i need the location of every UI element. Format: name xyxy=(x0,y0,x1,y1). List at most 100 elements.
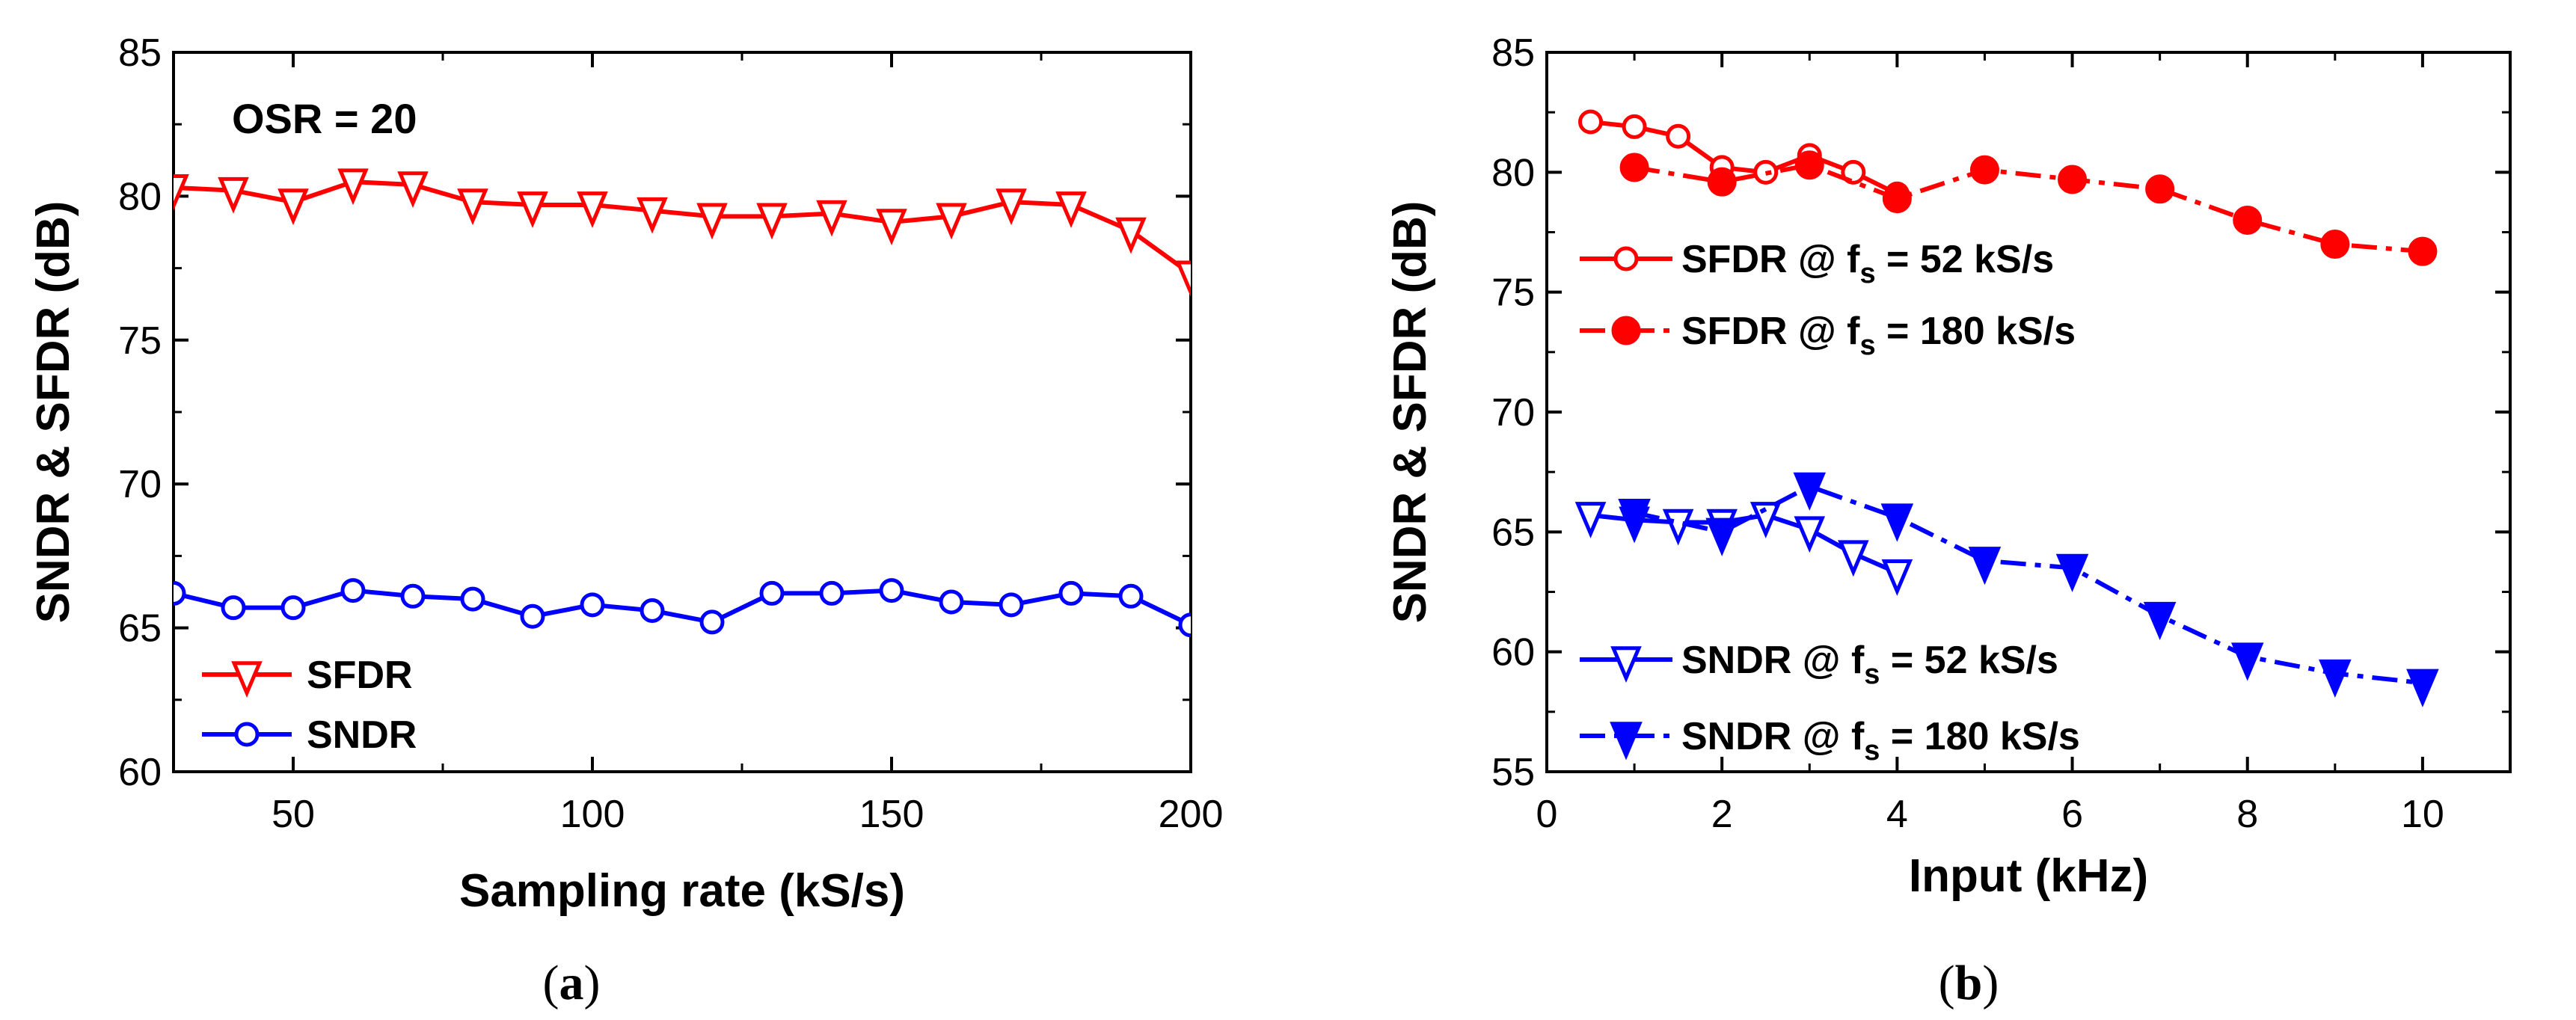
x-tick-label: 200 xyxy=(1159,793,1224,836)
x-tick-label: 100 xyxy=(560,793,625,836)
data-point-SNDR xyxy=(999,592,1024,618)
panel-b-caption-letter: b xyxy=(1955,956,1983,1010)
data-point-SNDR xyxy=(1058,580,1084,606)
data-point-SNDR xyxy=(580,592,605,618)
panel-a-ticks: 50 100 150 200 60 65 70 75 80 85 xyxy=(118,31,1223,836)
data-point-SFDR xyxy=(876,209,907,246)
y-tick-label: 75 xyxy=(118,319,162,363)
legend-label-subscript: s xyxy=(1864,735,1880,766)
data-point-SNDR xyxy=(699,609,725,635)
legend-label-prefix: SFDR @ f xyxy=(1681,310,1860,353)
data-point-SNDR @ fs = 52 kS/s xyxy=(1881,559,1913,596)
legend-label-suffix: = 52 kS/s xyxy=(1880,639,2058,682)
data-point-SFDR @ fs = 180 kS/s xyxy=(1707,167,1737,197)
x-tick-label: 8 xyxy=(2236,793,2258,836)
panel-a-y-axis-title: SNDR & SFDR (dB) xyxy=(28,201,79,624)
legend-label-subscript: s xyxy=(1864,659,1880,690)
data-point-SNDR xyxy=(460,586,485,612)
data-point-SFDR xyxy=(816,200,847,237)
data-point-SFDR @ fs = 180 kS/s xyxy=(2058,165,2088,194)
data-point-SNDR @ fs = 52 kS/s xyxy=(1838,540,1869,577)
y-tick-label: 65 xyxy=(1491,511,1535,554)
x-tick-label: 10 xyxy=(2401,793,2444,836)
panel-a-series xyxy=(174,168,1191,638)
y-tick-label: 80 xyxy=(118,175,162,218)
data-point-SFDR xyxy=(337,168,369,206)
legend-label-subscript: s xyxy=(1859,330,1875,361)
data-point-SNDR xyxy=(819,580,844,606)
data-point-SNDR @ fs = 52 kS/s xyxy=(1794,516,1826,553)
series-line-SNDR @ fs = 180 kS/s xyxy=(1634,484,2423,686)
y-tick-label: 80 xyxy=(1491,151,1535,194)
data-point-SNDR @ fs = 180 kS/s xyxy=(2230,642,2264,681)
legend-label-SNDR: SNDR xyxy=(307,713,417,757)
data-point-SNDR @ fs = 180 kS/s xyxy=(1618,498,1651,538)
data-point-SNDR xyxy=(879,578,904,603)
data-point-SFDR @ fs = 180 kS/s xyxy=(2233,205,2263,235)
series-line-SNDR xyxy=(174,588,1191,627)
data-point-SNDR xyxy=(280,595,306,621)
data-point-SNDR @ fs = 180 kS/s xyxy=(1793,472,1827,511)
panel-a-annotation: OSR = 20 xyxy=(232,95,417,142)
panel-a-plot-area: 50 100 150 200 60 65 70 75 80 85 xyxy=(118,31,1223,836)
data-point-SFDR xyxy=(1055,191,1087,228)
x-tick-label: 2 xyxy=(1711,793,1733,836)
data-point-SFDR xyxy=(174,174,189,211)
data-point-SFDR @ fs = 180 kS/s xyxy=(2145,174,2175,204)
y-tick-label: 60 xyxy=(118,751,162,794)
data-point-SNDR xyxy=(1178,612,1191,638)
y-tick-label: 75 xyxy=(1491,271,1535,315)
y-tick-label: 65 xyxy=(118,607,162,651)
y-tick-label: 85 xyxy=(1491,31,1535,75)
panel-a-chart: 50 100 150 200 60 65 70 75 80 85 OSR = 20 SFDR SND… xyxy=(28,31,1223,1010)
data-point-SNDR xyxy=(174,580,186,606)
data-point-SNDR @ fs = 180 kS/s xyxy=(2055,553,2089,592)
data-point-SFDR xyxy=(577,191,608,228)
panel-a-legend: SFDR SNDR xyxy=(202,654,417,757)
y-tick-label: 85 xyxy=(118,31,162,75)
data-point-SFDR xyxy=(397,171,429,209)
data-point-SFDR @ fs = 180 kS/s xyxy=(1619,153,1649,182)
data-point-SFDR xyxy=(218,176,249,214)
data-point-SFDR @ fs = 52 kS/s xyxy=(1666,123,1691,149)
data-point-SNDR @ fs = 180 kS/s xyxy=(2143,601,2177,641)
legend-label-subscript: s xyxy=(1859,258,1875,289)
legend-marker-SNDR @ fs = 180 kS/s xyxy=(1610,722,1643,761)
panel-b-x-axis-title: Input (kHz) xyxy=(1909,850,2148,902)
data-point-SNDR xyxy=(221,595,246,621)
data-point-SFDR xyxy=(696,203,728,240)
legend-label-prefix: SNDR @ f xyxy=(1681,715,1865,758)
data-point-SFDR xyxy=(936,203,967,240)
data-point-SFDR @ fs = 52 kS/s xyxy=(1578,109,1604,135)
legend-label-SNDR @ fs = 180 kS/s: SNDR @ fs = 180 kS/s xyxy=(1681,715,2080,766)
legend-marker-SFDR xyxy=(231,661,263,698)
panel-b-caption: (b) xyxy=(1939,956,1999,1010)
series-line-SFDR @ fs = 180 kS/s xyxy=(1634,162,2423,254)
data-point-SNDR @ fs = 180 kS/s xyxy=(1880,503,1914,542)
data-point-SFDR @ fs = 180 kS/s xyxy=(2408,236,2438,266)
series-line-SFDR xyxy=(174,179,1191,276)
panel-a-caption-letter: a xyxy=(559,956,584,1010)
x-tick-label: 0 xyxy=(1536,793,1558,836)
data-point-SNDR xyxy=(640,598,665,624)
legend-marker-SFDR @ fs = 52 kS/s xyxy=(1613,246,1639,271)
data-point-SFDR xyxy=(637,197,668,234)
data-point-SNDR @ fs = 52 kS/s xyxy=(1749,502,1782,538)
data-point-SNDR @ fs = 180 kS/s xyxy=(1705,517,1738,556)
data-point-SFDR xyxy=(756,203,788,240)
y-tick-label: 70 xyxy=(118,463,162,506)
legend-label-SFDR @ fs = 52 kS/s: SFDR @ fs = 52 kS/s xyxy=(1681,238,2054,289)
legend-label-prefix: SNDR @ f xyxy=(1681,639,1865,682)
data-point-SNDR @ fs = 180 kS/s xyxy=(2406,669,2439,707)
legend-label-suffix: = 180 kS/s xyxy=(1876,310,2076,353)
y-tick-label: 70 xyxy=(1491,391,1535,434)
legend-label-suffix: = 52 kS/s xyxy=(1876,238,2055,281)
legend-marker-SNDR @ fs = 52 kS/s xyxy=(1610,646,1642,683)
x-tick-label: 50 xyxy=(272,793,315,836)
data-point-SFDR xyxy=(517,191,548,228)
data-point-SFDR @ fs = 180 kS/s xyxy=(1969,155,1999,185)
data-point-SNDR xyxy=(939,589,964,615)
data-point-SNDR @ fs = 180 kS/s xyxy=(1968,547,2002,586)
panel-b-plot-area: 0 2 4 6 8 10 55 60 65 70 75 80 85 xyxy=(1491,31,2512,836)
